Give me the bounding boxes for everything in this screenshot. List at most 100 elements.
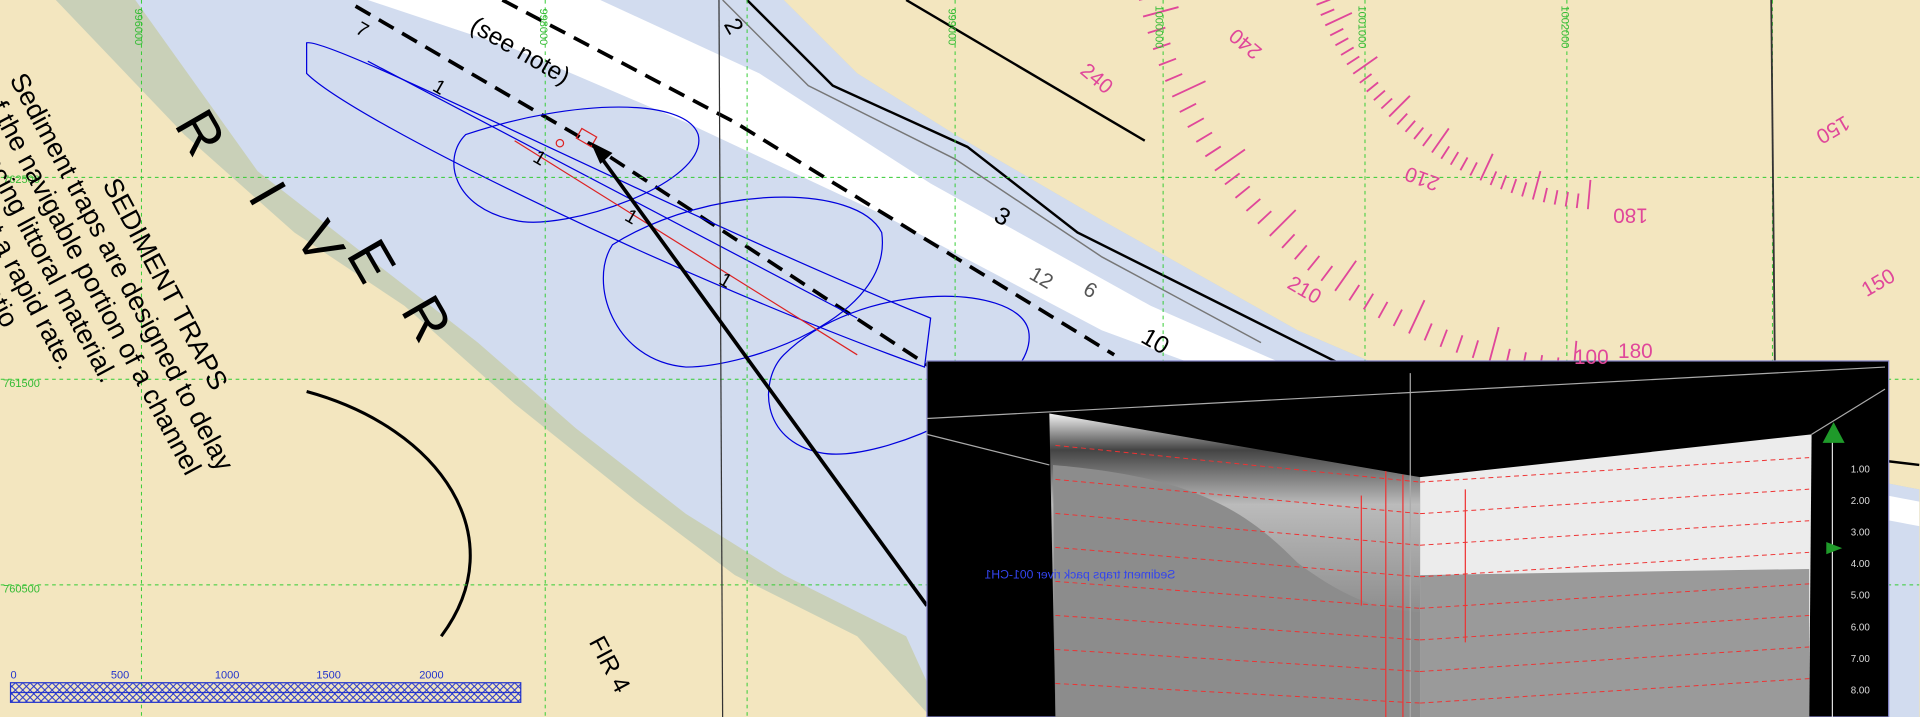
boundary <box>1770 0 1776 368</box>
compass-tick <box>1413 127 1425 140</box>
compass-tick <box>1471 340 1479 359</box>
compass-tick <box>1455 334 1464 353</box>
compass-tick <box>1152 42 1171 51</box>
compass-tick <box>1179 102 1197 113</box>
channel-limit <box>501 0 1116 357</box>
compass-tick <box>1335 37 1349 47</box>
depth-axis-label: 1.00 <box>1851 464 1871 475</box>
contour-dark <box>306 390 472 638</box>
depth-line <box>1055 478 1421 515</box>
compass-tick <box>1500 175 1508 190</box>
channel <box>367 0 1920 527</box>
compass-tick <box>1459 156 1469 171</box>
compass-tick <box>1158 57 1177 67</box>
compass-tick <box>1439 329 1448 348</box>
depth-line <box>1055 512 1421 546</box>
compass-tick <box>1380 97 1393 110</box>
sonar-marker <box>555 138 565 148</box>
compass-tick <box>1521 182 1528 197</box>
depth-axis-label: 3.00 <box>1851 528 1871 539</box>
compass-tick <box>1348 284 1361 301</box>
compass-tick <box>1373 89 1386 101</box>
scale-label: 1500 <box>316 669 340 681</box>
depth-axis-label: 2.00 <box>1851 496 1871 507</box>
scale-label: 0 <box>11 669 17 681</box>
compass-tick <box>1281 233 1296 249</box>
compass-tick <box>1334 260 1357 292</box>
depth-line <box>1055 648 1421 672</box>
scale-label: 2000 <box>419 669 443 681</box>
compass-tick <box>1542 187 1548 203</box>
pier <box>905 0 1146 142</box>
compass-tick <box>1423 323 1433 341</box>
compass-tick <box>1388 95 1411 118</box>
boundary <box>718 0 724 717</box>
compass-tick <box>1362 293 1374 310</box>
compass-tick <box>1245 198 1261 212</box>
depth-line <box>1055 444 1421 483</box>
compass-tick <box>1431 127 1450 154</box>
compass-tick <box>1392 309 1403 327</box>
compass-tick <box>1510 178 1518 194</box>
compass-tick <box>1307 255 1321 271</box>
compass-tick <box>1408 299 1426 334</box>
sonar-marker <box>575 127 598 148</box>
compass-tick <box>1488 326 1500 363</box>
depth-axis-label: 4.00 <box>1851 559 1871 570</box>
compass-tick <box>1586 179 1592 210</box>
track-line <box>514 140 858 356</box>
grid-label: 1000000 <box>1152 6 1164 49</box>
grid-label: 996000 <box>132 9 144 46</box>
compass-tick <box>1147 26 1166 34</box>
compass-tick <box>1575 193 1580 209</box>
compass-tick <box>1294 244 1308 260</box>
grid-label: 761500 <box>3 378 40 390</box>
compass-label: 180 <box>1613 204 1648 227</box>
compass-tick <box>1377 301 1389 319</box>
compass-tick <box>1187 117 1205 128</box>
depth-axis-label: 8.00 <box>1851 685 1871 696</box>
compass-tick <box>1329 27 1344 37</box>
contour <box>722 0 1262 344</box>
compass-tick <box>1396 112 1408 125</box>
depth-line <box>1055 546 1421 578</box>
depth-line <box>1055 580 1421 609</box>
compass-tick <box>1352 56 1378 75</box>
grid-label: 762500 <box>3 174 40 186</box>
compass-tick <box>1553 189 1559 205</box>
depth-axis-label: 7.00 <box>1851 654 1871 665</box>
compass-tick <box>1469 162 1478 176</box>
compass-tick <box>1320 8 1335 16</box>
compass-tick <box>1164 73 1183 82</box>
compass-tick <box>1440 145 1450 160</box>
arrow-head <box>590 141 613 164</box>
callout-arrow <box>596 151 929 607</box>
grid-label: 999000 <box>946 9 958 46</box>
compass-tick <box>1359 73 1373 84</box>
compass-tick <box>1316 0 1331 6</box>
compass-tick <box>1320 265 1334 282</box>
grid-label: 1001000 <box>1355 6 1367 49</box>
compass-label: 100 <box>1574 346 1609 369</box>
compass-tick <box>1257 210 1272 225</box>
compass-tick <box>1449 151 1460 166</box>
scale-label: 500 <box>111 669 129 681</box>
compass-tick <box>1204 145 1222 158</box>
compass-tick <box>1195 131 1213 143</box>
compass-tick <box>1366 81 1379 93</box>
channel-limit <box>354 4 932 369</box>
compass-tick <box>1404 120 1416 133</box>
depth-axis-label: 6.00 <box>1851 622 1871 633</box>
compass-tick <box>1346 55 1360 66</box>
compass-tick <box>1324 12 1353 27</box>
compass-tick <box>1269 209 1297 237</box>
compass-label: 180 <box>1618 340 1653 363</box>
compass-tick <box>1489 171 1498 186</box>
grid-label: 760500 <box>3 584 40 596</box>
compass-tick <box>1234 185 1251 199</box>
compass-tick <box>1171 80 1206 98</box>
line-label: Sediment traps pack river 001-CH1 <box>984 567 1175 581</box>
depth-line <box>1055 614 1421 641</box>
